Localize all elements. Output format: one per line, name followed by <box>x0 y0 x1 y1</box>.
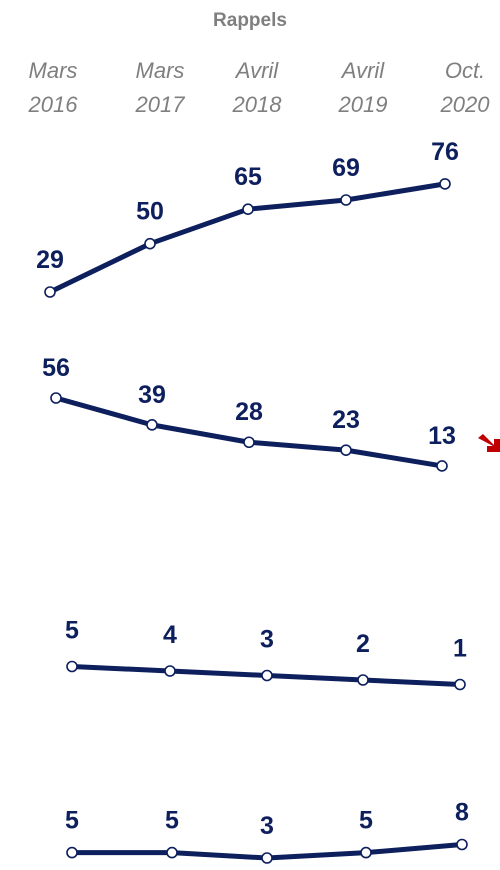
data-point <box>243 436 255 449</box>
data-point <box>44 286 56 298</box>
data-label: 8 <box>455 799 469 827</box>
data-label: 39 <box>138 381 166 409</box>
period-year: 2017 <box>135 92 185 117</box>
period-header: Avril 2019 <box>318 54 408 122</box>
chart-title: Rappels <box>213 10 287 31</box>
period-month: Avril <box>235 58 279 83</box>
data-label: 1 <box>453 635 467 663</box>
period-header: Oct. 2020 <box>420 54 500 122</box>
data-point <box>242 203 254 215</box>
data-label: 29 <box>36 246 64 274</box>
data-point <box>66 660 78 673</box>
data-point <box>360 846 372 859</box>
data-label: 69 <box>332 154 360 182</box>
data-point <box>261 852 273 864</box>
data-point <box>357 674 369 686</box>
series-3: 5 4 3 2 1 <box>65 617 467 691</box>
period-month: Mars <box>28 58 78 83</box>
data-label: 56 <box>42 354 70 382</box>
period-year: 2016 <box>28 92 78 117</box>
data-label: 50 <box>136 198 164 226</box>
data-point <box>166 846 178 859</box>
data-point <box>340 444 352 456</box>
data-label: 5 <box>165 807 179 835</box>
series-line <box>47 181 448 295</box>
period-year: 2020 <box>440 92 490 117</box>
data-point <box>164 665 176 677</box>
period-month: Avril <box>341 58 385 83</box>
period-year: 2018 <box>232 92 282 117</box>
data-point <box>144 237 156 250</box>
data-label: 5 <box>359 807 373 835</box>
data-point <box>146 419 158 431</box>
data-point <box>436 460 448 472</box>
data-point <box>261 669 273 682</box>
data-label: 2 <box>356 630 370 658</box>
data-label: 3 <box>260 812 274 840</box>
period-header: Avril 2018 <box>212 54 302 122</box>
trend-down-arrow-icon <box>478 433 500 452</box>
data-point <box>50 392 62 404</box>
data-label: 5 <box>65 807 79 835</box>
data-label: 5 <box>65 617 79 645</box>
data-point <box>456 838 468 851</box>
data-point <box>66 846 78 859</box>
data-label: 28 <box>235 398 263 426</box>
period-header: Mars 2017 <box>115 54 205 122</box>
data-label: 65 <box>234 163 262 191</box>
series-2: 56 39 28 23 13 <box>42 354 500 472</box>
data-label: 13 <box>428 422 456 450</box>
period-year: 2019 <box>338 92 388 117</box>
period-month: Oct. <box>444 58 486 83</box>
data-label: 4 <box>163 621 177 649</box>
period-month: Mars <box>135 58 185 83</box>
period-header: Mars 2016 <box>8 54 98 122</box>
data-label: 23 <box>332 406 360 434</box>
data-point <box>454 678 466 691</box>
series-4: 5 5 3 5 8 <box>65 799 469 864</box>
data-point <box>439 178 451 190</box>
data-label: 3 <box>260 626 274 654</box>
data-point <box>340 194 352 206</box>
data-label: 76 <box>431 138 459 166</box>
series-1: 29 50 65 69 76 <box>36 138 459 298</box>
